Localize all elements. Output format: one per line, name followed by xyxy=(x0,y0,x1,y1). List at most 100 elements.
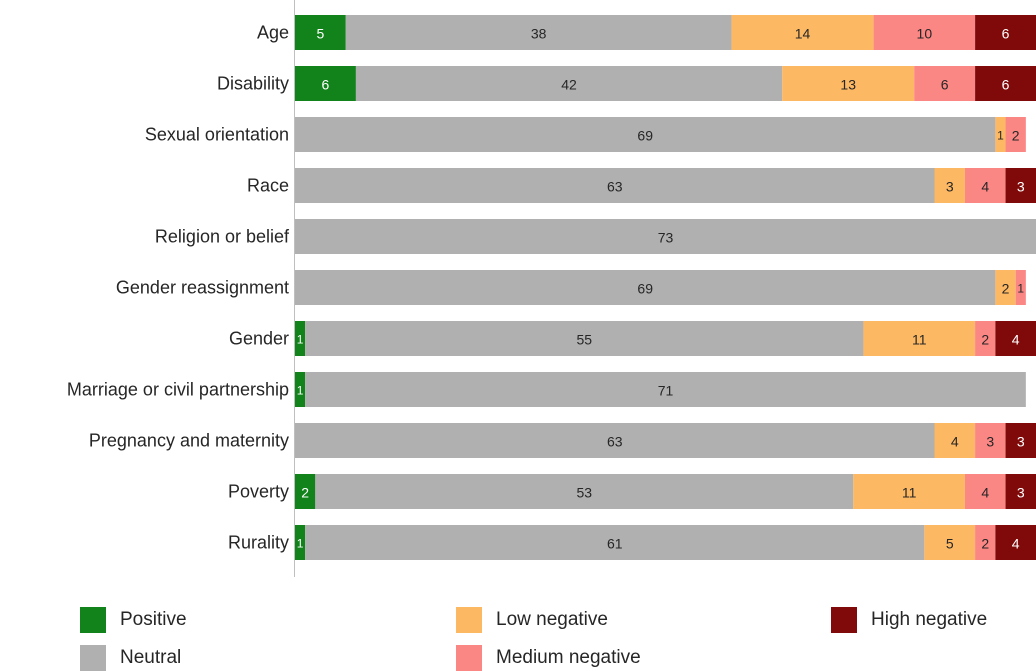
category-label-sexual-orientation: Sexual orientation xyxy=(145,125,289,145)
data-label-age-medium-negative: 10 xyxy=(917,26,933,42)
bar-gender-reassignment-neutral xyxy=(295,270,996,305)
bar-age-high-negative xyxy=(975,15,1036,50)
data-label-gender-low-negative: 11 xyxy=(912,332,927,348)
data-label-pregnancy-and-maternity-neutral: 63 xyxy=(607,434,623,450)
legend-item-neutral: Neutral xyxy=(80,645,181,671)
legend-item-low-negative: Low negative xyxy=(456,607,608,633)
bar-race-high-negative xyxy=(1005,168,1036,203)
bar-marriage-or-civil-partnership-positive xyxy=(295,372,306,407)
data-label-gender-positive: 1 xyxy=(297,333,304,347)
bar-gender-reassignment-medium-negative xyxy=(1015,270,1026,305)
data-label-gender-reassignment-medium-negative: 1 xyxy=(1017,282,1024,296)
data-label-poverty-low-negative: 11 xyxy=(902,485,917,501)
bar-age-positive xyxy=(295,15,346,50)
bar-rurality-medium-negative xyxy=(975,525,996,560)
data-label-race-neutral: 63 xyxy=(607,179,623,195)
bar-poverty-neutral xyxy=(315,474,854,509)
legend: Positive Neutral Low negative Medium neg… xyxy=(0,600,1036,671)
legend-item-high-negative: High negative xyxy=(831,607,987,633)
category-label-religion-or-belief: Religion or belief xyxy=(155,227,290,247)
bar-gender-positive xyxy=(295,321,306,356)
category-label-gender: Gender xyxy=(229,329,289,349)
data-label-gender-reassignment-low-negative: 2 xyxy=(1002,281,1010,297)
data-label-disability-low-negative: 13 xyxy=(840,77,856,93)
bar-gender-medium-negative xyxy=(975,321,996,356)
data-label-race-medium-negative: 4 xyxy=(981,179,989,195)
data-label-race-high-negative: 3 xyxy=(1017,179,1025,195)
bar-pregnancy-and-maternity-medium-negative xyxy=(975,423,1006,458)
bar-poverty-positive xyxy=(295,474,316,509)
legend-swatch-low-negative xyxy=(456,607,482,633)
bar-rurality-positive xyxy=(295,525,306,560)
bar-poverty-high-negative xyxy=(1005,474,1036,509)
data-label-rurality-neutral: 61 xyxy=(607,536,623,552)
legend-swatch-medium-negative xyxy=(456,645,482,671)
data-label-religion-or-belief-neutral: 73 xyxy=(658,230,674,246)
data-label-pregnancy-and-maternity-high-negative: 3 xyxy=(1017,434,1025,450)
data-label-age-positive: 5 xyxy=(316,26,324,42)
bar-gender-neutral xyxy=(305,321,864,356)
bar-poverty-low-negative xyxy=(853,474,965,509)
category-label-gender-reassignment: Gender reassignment xyxy=(116,278,289,298)
bar-pregnancy-and-maternity-high-negative xyxy=(1005,423,1036,458)
bar-race-neutral xyxy=(295,168,935,203)
bar-pregnancy-and-maternity-low-negative xyxy=(934,423,976,458)
data-label-poverty-neutral: 53 xyxy=(577,485,593,501)
data-label-rurality-positive: 1 xyxy=(297,537,304,551)
legend-label-medium-negative: Medium negative xyxy=(496,647,641,668)
data-label-sexual-orientation-medium-negative: 2 xyxy=(1012,128,1020,144)
bar-disability-high-negative xyxy=(975,66,1036,101)
category-label-rurality: Rurality xyxy=(228,533,289,553)
legend-item-positive: Positive xyxy=(80,607,187,633)
data-label-pregnancy-and-maternity-low-negative: 4 xyxy=(951,434,959,450)
data-label-sexual-orientation-low-negative: 1 xyxy=(997,129,1004,143)
data-label-marriage-or-civil-partnership-neutral: 71 xyxy=(658,383,674,399)
legend-swatch-positive xyxy=(80,607,106,633)
legend-label-neutral: Neutral xyxy=(120,647,182,668)
data-label-rurality-medium-negative: 2 xyxy=(981,536,989,552)
category-labels: Age Disability Sexual orientation Race Relig… xyxy=(67,23,290,553)
bar-rurality-neutral xyxy=(305,525,925,560)
data-label-poverty-positive: 2 xyxy=(301,485,309,501)
category-label-race: Race xyxy=(247,176,289,196)
bar-race-low-negative xyxy=(934,168,965,203)
bar-disability-medium-negative xyxy=(914,66,976,101)
data-label-disability-neutral: 42 xyxy=(561,77,577,93)
data-label-age-neutral: 38 xyxy=(531,26,547,42)
bar-rurality-low-negative xyxy=(924,525,976,560)
bar-sexual-orientation-neutral xyxy=(295,117,996,152)
bar-pregnancy-and-maternity-neutral xyxy=(295,423,935,458)
bar-race-medium-negative xyxy=(964,168,1006,203)
bar-sexual-orientation-low-negative xyxy=(995,117,1006,152)
data-label-age-high-negative: 6 xyxy=(1002,26,1010,42)
data-label-disability-medium-negative: 6 xyxy=(941,77,949,93)
bar-disability-positive xyxy=(295,66,356,101)
bar-rurality-high-negative xyxy=(995,525,1036,560)
bar-religion-or-belief-neutral xyxy=(295,219,1036,254)
data-label-disability-positive: 6 xyxy=(322,77,330,93)
data-label-disability-high-negative: 6 xyxy=(1002,77,1010,93)
data-label-poverty-medium-negative: 4 xyxy=(981,485,989,501)
bar-gender-high-negative xyxy=(995,321,1036,356)
data-label-gender-medium-negative: 2 xyxy=(981,332,989,348)
data-label-gender-neutral: 55 xyxy=(577,332,593,348)
data-label-poverty-high-negative: 3 xyxy=(1017,485,1025,501)
category-label-pregnancy-and-maternity: Pregnancy and maternity xyxy=(89,431,289,451)
legend-item-medium-negative: Medium negative xyxy=(456,645,641,671)
legend-swatch-neutral xyxy=(80,645,106,671)
legend-label-positive: Positive xyxy=(120,609,187,630)
bar-disability-low-negative xyxy=(782,66,915,101)
bar-age-medium-negative xyxy=(873,15,976,50)
legend-label-high-negative: High negative xyxy=(871,609,988,630)
data-label-gender-high-negative: 4 xyxy=(1012,332,1020,348)
bar-age-low-negative xyxy=(731,15,874,50)
data-label-rurality-high-negative: 4 xyxy=(1012,536,1020,552)
data-label-sexual-orientation-neutral: 69 xyxy=(637,128,653,144)
data-label-pregnancy-and-maternity-medium-negative: 3 xyxy=(986,434,994,450)
bar-poverty-medium-negative xyxy=(964,474,1006,509)
category-label-poverty: Poverty xyxy=(228,482,289,502)
data-label-marriage-or-civil-partnership-positive: 1 xyxy=(297,384,304,398)
legend-label-low-negative: Low negative xyxy=(496,609,608,630)
bar-sexual-orientation-medium-negative xyxy=(1005,117,1026,152)
data-label-gender-reassignment-neutral: 69 xyxy=(637,281,653,297)
